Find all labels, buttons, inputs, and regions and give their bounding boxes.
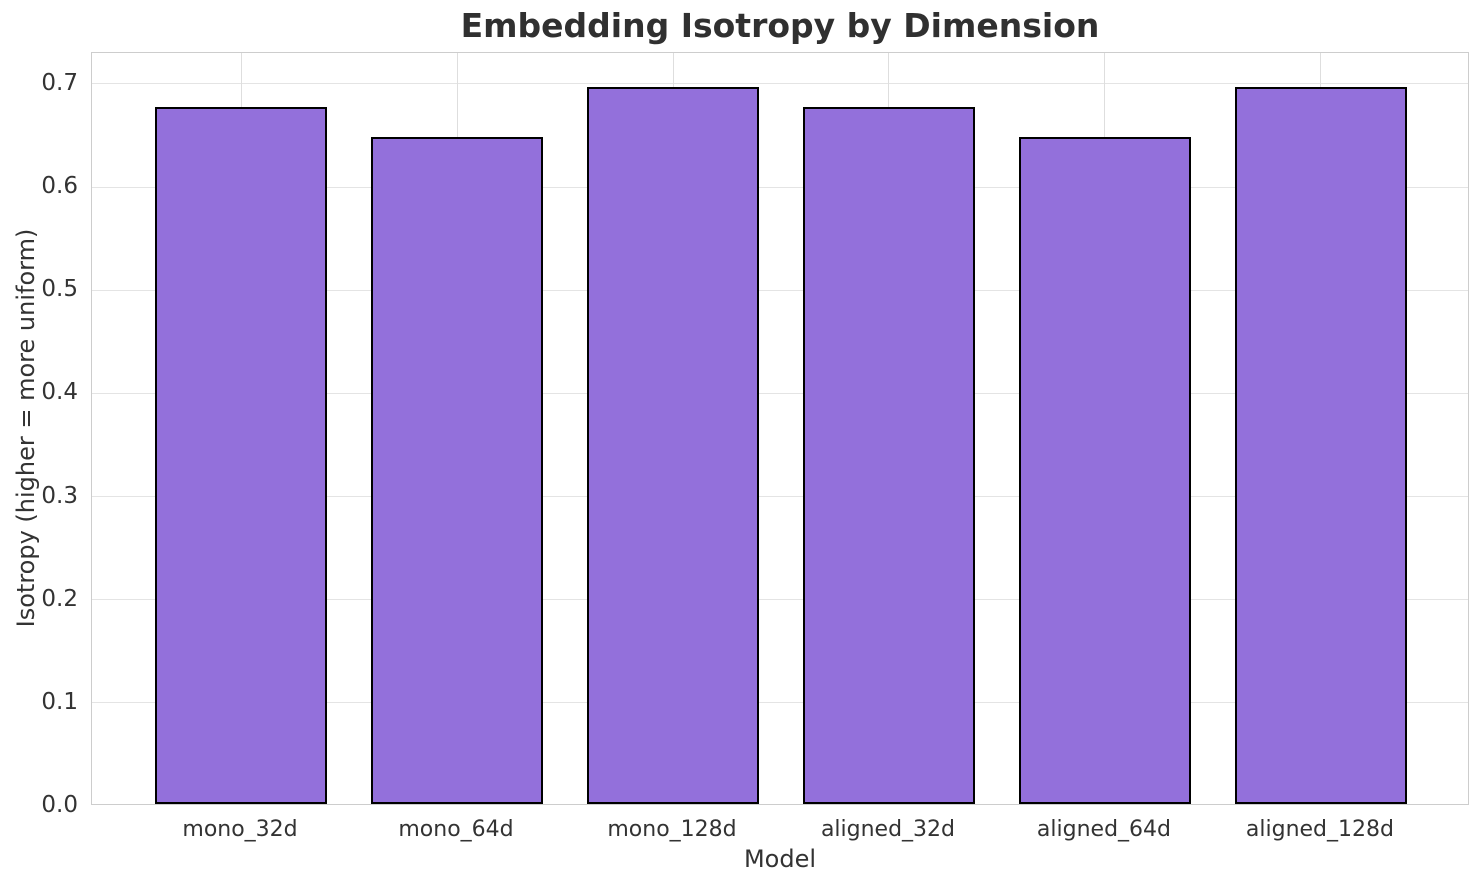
x-tick-label: mono_64d [398,817,514,842]
y-tick-label: 0.5 [41,276,78,303]
bar-mono_32d [154,106,328,804]
bar-mono_128d [586,87,760,804]
y-gridline [92,599,1468,601]
bar-aligned_128d [1234,87,1408,804]
x-axis-label: Model [743,845,817,873]
y-tick-label: 0.0 [41,792,78,818]
bar-mono_64d [370,136,544,804]
bar-aligned_32d [802,106,976,804]
y-gridline [92,392,1468,394]
y-gridline [92,83,1468,85]
x-tick-label: aligned_64d [1036,817,1171,842]
y-gridline [92,496,1468,498]
y-tick-label: 0.6 [41,173,78,200]
y-tick-label: 0.7 [41,69,78,96]
y-gridline [92,702,1468,704]
plot-area [91,52,1469,805]
x-tick-label: aligned_128d [1245,817,1394,842]
y-tick-label: 0.2 [41,585,78,612]
x-tick-label: aligned_32d [820,817,956,842]
y-tick-label: 0.4 [41,379,78,406]
y-gridline [92,289,1468,291]
y-gridline [92,186,1468,188]
bar-aligned_64d [1018,136,1192,804]
x-tick-label: mono_32d [182,817,298,842]
y-tick-label: 0.1 [41,688,78,715]
chart-title: Embedding Isotropy by Dimension [460,6,1100,45]
x-tick-label: mono_128d [607,817,737,842]
y-tick-label: 0.3 [41,482,78,509]
